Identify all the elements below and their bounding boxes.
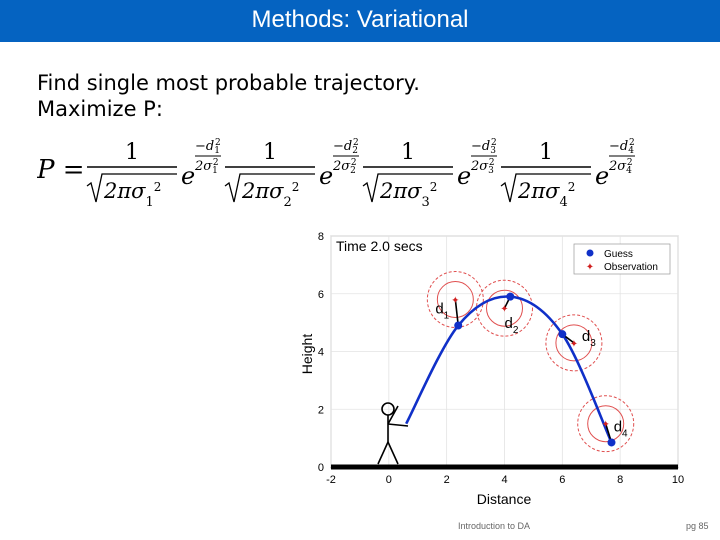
legend: Guess ✦ Observation — [573, 243, 671, 275]
x-tick-label: 0 — [386, 474, 392, 486]
legend-guess-marker — [586, 249, 594, 257]
formula-term-1: 1 2πσ12 e−d12 2σ12 — [86, 138, 221, 210]
uncertainty-circle-outer — [577, 395, 635, 453]
plot-title: Time 2.0 secs — [336, 238, 423, 254]
uncertainty-circle-inner — [486, 289, 523, 327]
formula-denominator: 2πσ12 — [103, 179, 161, 210]
x-tick-label: 2 — [444, 474, 450, 486]
legend-observation-marker: ✦ — [586, 262, 594, 273]
y-tick-label: 8 — [318, 231, 324, 243]
sqrt-symbol — [500, 173, 591, 203]
uncertainty-circle-inner — [436, 281, 474, 319]
exponent-denominator: 2σ22 — [332, 158, 357, 176]
bullet-2: Maximize P: — [37, 97, 163, 121]
x-tick-label: -2 — [326, 474, 336, 486]
formula-denominator: 2πσ42 — [517, 179, 575, 210]
exponent-denominator: 2σ42 — [608, 158, 633, 176]
x-tick-label: 8 — [617, 474, 623, 486]
uncertainty-circle-outer — [426, 271, 484, 329]
y-tick-label: 2 — [318, 404, 324, 416]
slide-title: Methods: Variational — [251, 6, 469, 33]
formula-numerator: 1 — [401, 140, 415, 165]
exp-e: e — [457, 162, 471, 190]
legend-observation-label: Observation — [604, 262, 658, 273]
uncertainty-circle-outer — [545, 314, 603, 372]
y-axis-label: Height — [299, 334, 315, 375]
formula-denominator: 2πσ32 — [379, 179, 437, 210]
bullet-1: Find single most probable trajectory. — [37, 71, 420, 95]
sqrt-symbol — [362, 173, 453, 203]
y-tick-label: 6 — [318, 289, 324, 301]
observation-point: ✦ — [602, 420, 610, 431]
title-bar — [0, 0, 720, 42]
formula-numerator: 1 — [125, 140, 139, 165]
guess-point — [454, 321, 463, 330]
exp-e: e — [319, 162, 333, 190]
exponent-numerator: −d42 — [609, 138, 635, 156]
formula-numerator: 1 — [263, 140, 277, 165]
x-tick-label: 10 — [672, 474, 684, 486]
formula-term-3: 1 2πσ32 e−d32 2σ32 — [362, 138, 497, 210]
footer-course: Introduction to DA — [458, 521, 531, 531]
residual-line — [454, 299, 460, 326]
x-axis-label: Distance — [477, 491, 532, 507]
y-tick-label: 4 — [318, 347, 324, 359]
observation-point: ✦ — [500, 304, 508, 315]
formula-term-4: 1 2πσ42 e−d42 2σ42 — [500, 138, 635, 210]
formula-lhs: P = — [37, 155, 85, 185]
formula-term-2: 1 2πσ22 e−d22 2σ22 — [224, 138, 359, 210]
sqrt-symbol — [86, 173, 177, 203]
guess-point — [506, 292, 515, 301]
guess-point — [607, 438, 616, 447]
uncertainty-circle-inner — [555, 324, 593, 362]
stick-figure-thrower — [377, 402, 409, 465]
exponent-numerator: −d12 — [195, 138, 221, 156]
guess-point — [558, 330, 567, 339]
bullet-list: Find single most probable trajectory. Ma… — [37, 70, 420, 122]
footer-page-number: pg 85 — [686, 521, 709, 531]
uncertainty-circle-inner — [587, 405, 625, 443]
x-tick-label: 6 — [559, 474, 565, 486]
formula-numerator: 1 — [539, 140, 553, 165]
formula-denominator: 2πσ22 — [241, 179, 299, 210]
exponent-denominator: 2σ12 — [194, 158, 219, 176]
sqrt-symbol — [224, 173, 315, 203]
exp-e: e — [181, 162, 195, 190]
legend-guess-label: Guess — [604, 249, 633, 260]
observation-point: ✦ — [570, 339, 578, 350]
exp-e: e — [595, 162, 609, 190]
x-tick-label: 4 — [501, 474, 507, 486]
exponent-numerator: −d32 — [471, 138, 497, 156]
y-tick-label: 0 — [318, 462, 324, 474]
exponent-denominator: 2σ32 — [470, 158, 495, 176]
exponent-numerator: −d22 — [333, 138, 359, 156]
observation-point: ✦ — [451, 296, 459, 307]
